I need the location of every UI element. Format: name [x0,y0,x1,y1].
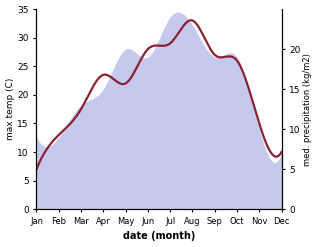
Y-axis label: max temp (C): max temp (C) [5,78,15,140]
X-axis label: date (month): date (month) [123,231,195,242]
Y-axis label: med. precipitation (kg/m2): med. precipitation (kg/m2) [303,53,313,165]
